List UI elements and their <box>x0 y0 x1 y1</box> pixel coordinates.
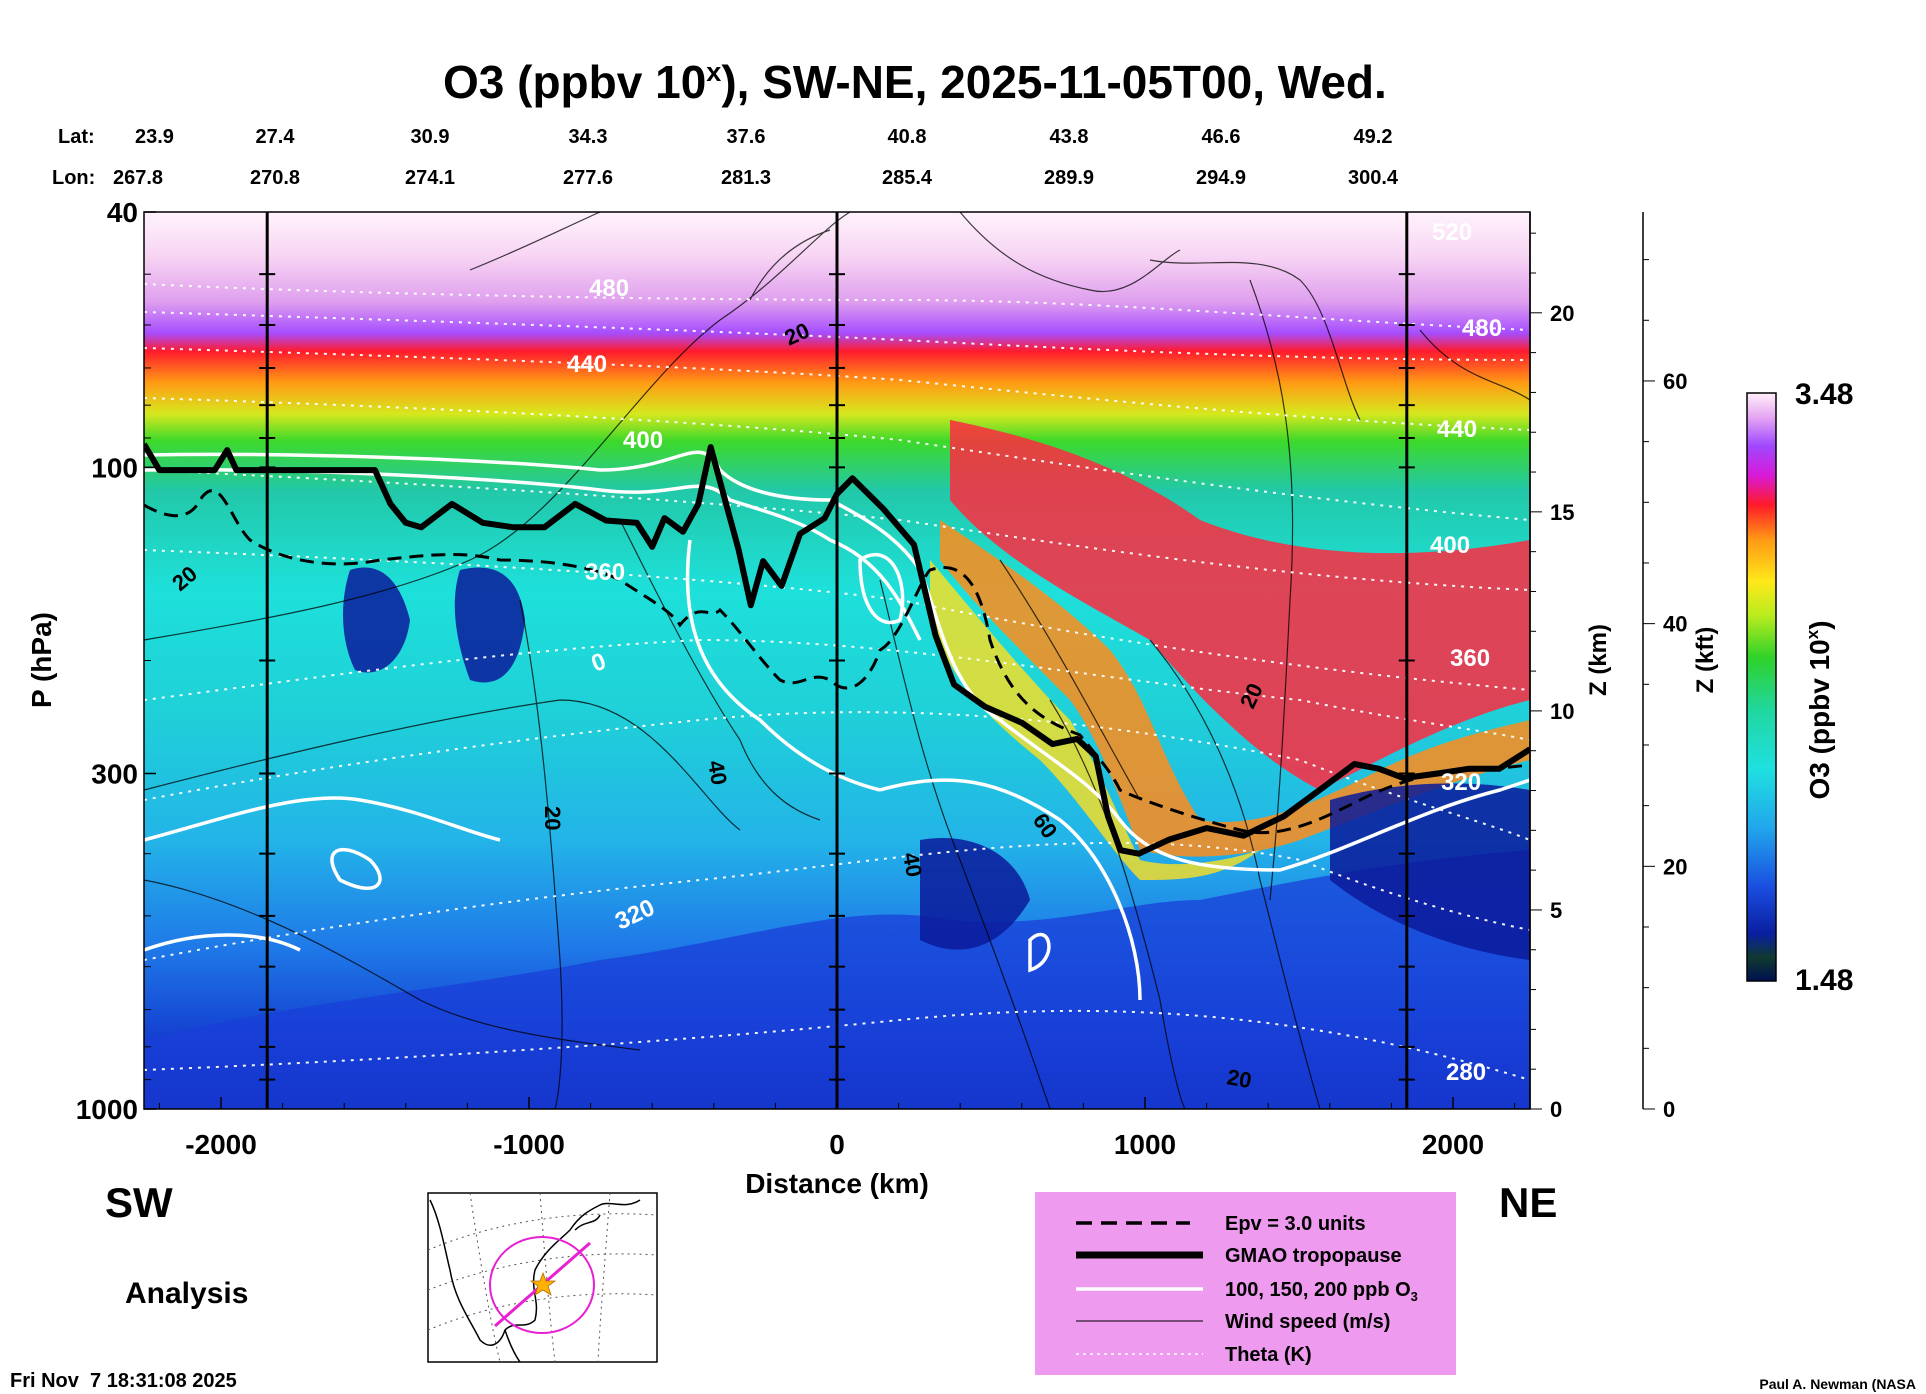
colorbar-min-label: 1.48 <box>1795 964 1853 997</box>
lat-value: 40.8 <box>888 126 927 148</box>
legend-theta-label: Theta (K) <box>1225 1344 1312 1366</box>
theta-label: 440 <box>1437 416 1477 443</box>
x-axis-label: Distance (km) <box>745 1168 929 1199</box>
z-kft-tick-label: 0 <box>1663 1097 1675 1122</box>
lat-value: 49.2 <box>1354 126 1393 148</box>
theta-label: 360 <box>585 559 625 586</box>
wind-label: 20 <box>1225 1064 1253 1093</box>
colorbar-label: O3 (ppbv 10x) <box>1803 620 1835 799</box>
lon-value: 294.9 <box>1196 167 1246 189</box>
lon-value: 300.4 <box>1348 167 1399 189</box>
lat-value: 43.8 <box>1050 126 1089 148</box>
x-tick-label: 2000 <box>1422 1129 1484 1160</box>
z-kft-tick-label: 20 <box>1663 854 1687 879</box>
lon-value: 270.8 <box>250 167 300 189</box>
theta-label: 520 <box>1432 219 1472 246</box>
lat-label: Lat: <box>58 126 95 148</box>
ozone-high-region <box>950 420 1530 790</box>
wind-label: 20 <box>540 806 565 830</box>
z-km-tick-label: 10 <box>1550 699 1574 724</box>
z-km-axis-label: Z (km) <box>1585 624 1612 696</box>
credit: Paul A. Newman (NASA <box>1759 1376 1916 1392</box>
theta-label: 400 <box>623 427 663 454</box>
ne-label: NE <box>1499 1179 1557 1226</box>
colorbar <box>1746 392 1777 982</box>
gmao-tropopause-line <box>144 442 1530 857</box>
plot-area <box>144 212 1530 1109</box>
z-kft-axis-label: Z (kft) <box>1692 627 1719 694</box>
map-range-ring <box>489 1236 595 1334</box>
map-coastlines <box>429 1199 641 1362</box>
p-tick-label: 40 <box>107 197 138 228</box>
x-tick-label: 0 <box>829 1129 845 1160</box>
z-km-tick-label: 20 <box>1550 301 1574 326</box>
ozone-yellow-region <box>930 560 1260 880</box>
chart-title: O3 (ppbv 10x), SW-NE, 2025-11-05T00, Wed… <box>443 56 1387 108</box>
theta-label: 480 <box>1462 315 1502 342</box>
legend-wind-label: Wind speed (m/s) <box>1225 1311 1390 1333</box>
z-km-tick-label: 5 <box>1550 898 1562 923</box>
epv-line <box>144 489 1530 835</box>
wind-label: 40 <box>703 759 732 787</box>
z-km-tick-label: 0 <box>1550 1097 1562 1122</box>
map-center-star <box>529 1271 557 1296</box>
y-axis-label: P (hPa) <box>26 612 57 708</box>
z-kft-tick-label: 60 <box>1663 369 1687 394</box>
lon-value: 267.8 <box>113 167 163 189</box>
lon-value: 285.4 <box>882 167 933 189</box>
p-tick-label: 300 <box>91 758 138 789</box>
pressure-axis: 40 100 300 1000 <box>76 197 156 1125</box>
theta-label: 480 <box>589 275 629 302</box>
wind-label: 40 <box>898 851 927 879</box>
wind-speed-contours <box>144 212 1530 1109</box>
lon-label: Lon: <box>52 167 95 189</box>
colorbar-max-label: 3.48 <box>1795 378 1853 411</box>
x-tick-label: -2000 <box>185 1129 257 1160</box>
lat-lon-rows: 23.9 27.4 30.9 34.3 37.6 40.8 43.8 46.6 49.2 267.… <box>113 126 1399 189</box>
vertical-marker-lines <box>259 212 1415 1109</box>
sw-label: SW <box>105 1179 173 1226</box>
z-km-tick-label: 15 <box>1550 500 1574 525</box>
legend-epv-label: Epv = 3.0 units <box>1225 1213 1366 1235</box>
theta-label: 440 <box>567 351 607 378</box>
z-kft-axis: 0 20 40 60 <box>1642 212 1687 1122</box>
lon-value: 277.6 <box>563 167 613 189</box>
legend-tropopause-label: GMAO tropopause <box>1225 1245 1402 1267</box>
lat-value: 30.9 <box>411 126 450 148</box>
lat-value: 37.6 <box>727 126 766 148</box>
x-tick-label: 1000 <box>1114 1129 1176 1160</box>
legend: Epv = 3.0 units GMAO tropopause 100, 150… <box>1035 1192 1456 1375</box>
map-graticule <box>428 1193 657 1362</box>
analysis-label: Analysis <box>125 1277 248 1310</box>
z-kft-tick-label: 40 <box>1663 612 1687 637</box>
inset-map <box>427 1192 658 1363</box>
timestamp: Fri Nov 7 18:31:08 2025 <box>10 1370 237 1392</box>
theta-label: 400 <box>1430 532 1470 559</box>
lon-value: 289.9 <box>1044 167 1094 189</box>
lat-value: 34.3 <box>569 126 608 148</box>
x-tick-label: -1000 <box>493 1129 565 1160</box>
theta-label: 320 <box>1441 769 1481 796</box>
z-km-axis: 0 5 10 15 20 <box>1529 212 1574 1122</box>
p-tick-label: 1000 <box>76 1094 138 1125</box>
lat-value: 27.4 <box>256 126 296 148</box>
theta-label: 360 <box>1450 645 1490 672</box>
x-axis: -2000 -1000 0 1000 2000 <box>158 1097 1516 1160</box>
legend-ozone-label: 100, 150, 200 ppb O3 <box>1225 1279 1418 1304</box>
ozone-dark-pockets <box>343 567 1530 960</box>
lon-value: 281.3 <box>721 167 771 189</box>
lat-value: 46.6 <box>1202 126 1241 148</box>
theta-label: 280 <box>1446 1059 1486 1086</box>
p-tick-label: 100 <box>91 452 138 483</box>
lon-value: 274.1 <box>405 167 455 189</box>
lat-value: 23.9 <box>135 126 174 148</box>
